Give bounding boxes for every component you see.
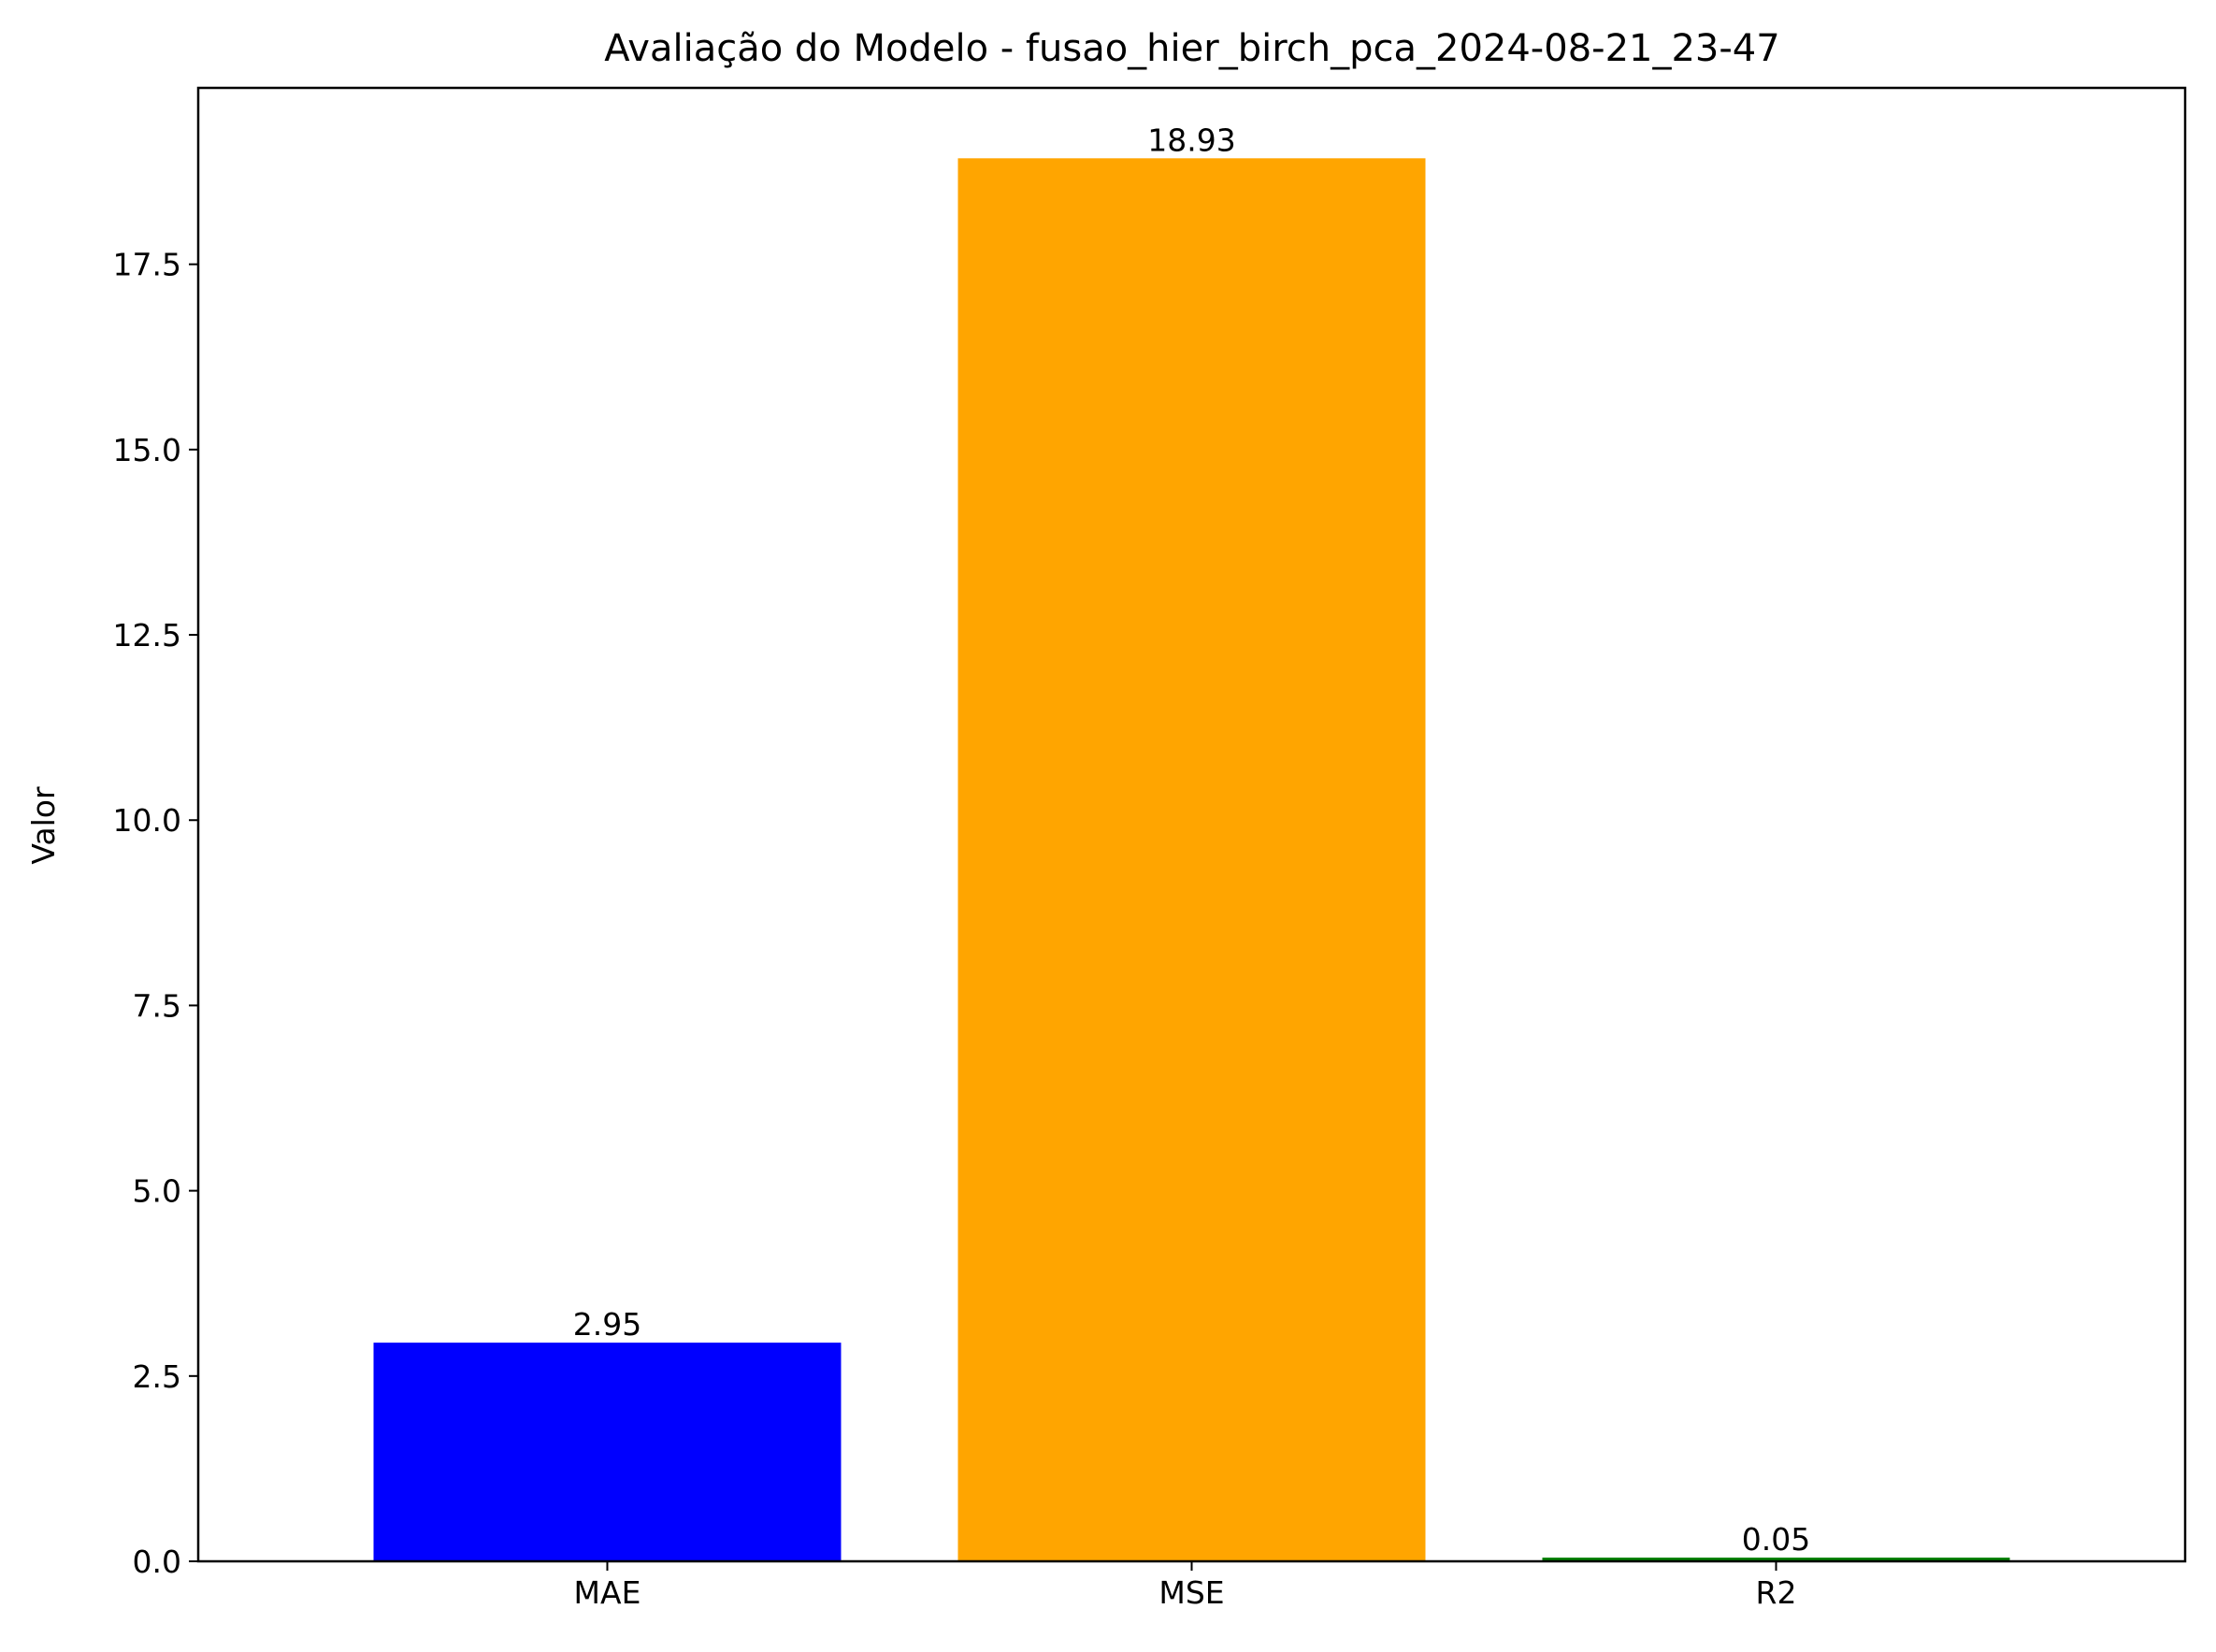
plot-frame [196, 86, 2187, 1563]
y-axis-label: Valor [25, 786, 62, 865]
y-tick-label: 12.5 [113, 617, 181, 654]
bar-value-label-mae: 2.95 [573, 1306, 641, 1343]
bar-value-label-mse: 18.93 [1147, 122, 1235, 158]
bar-r2 [1542, 1558, 2010, 1561]
y-tick-label: 17.5 [113, 247, 181, 283]
bar-mae [373, 1343, 842, 1561]
chart-title: Avaliação do Modelo - fusao_hier_birch_p… [604, 27, 1779, 70]
bar-mse [957, 158, 1426, 1561]
y-tick-label: 2.5 [133, 1358, 181, 1395]
x-tick-label-mse: MSE [1158, 1574, 1224, 1611]
bars-group: 2.95 18.93 0.05 [373, 122, 2010, 1561]
y-tick-label: 0.0 [133, 1544, 181, 1580]
y-tick-label: 10.0 [113, 802, 181, 839]
y-tick-label: 15.0 [113, 432, 181, 468]
y-tick-label: 5.0 [133, 1173, 181, 1210]
y-tick-label: 7.5 [133, 987, 181, 1024]
bar-value-label-r2: 0.05 [1742, 1521, 1810, 1558]
x-tick-label-r2: R2 [1756, 1574, 1797, 1611]
x-tick-label-mae: MAE [574, 1574, 641, 1611]
ticks-group: MAE MSE R2 0.0 2.5 5.0 7.5 10.0 12.5 15.0 17.5 [113, 247, 1797, 1611]
